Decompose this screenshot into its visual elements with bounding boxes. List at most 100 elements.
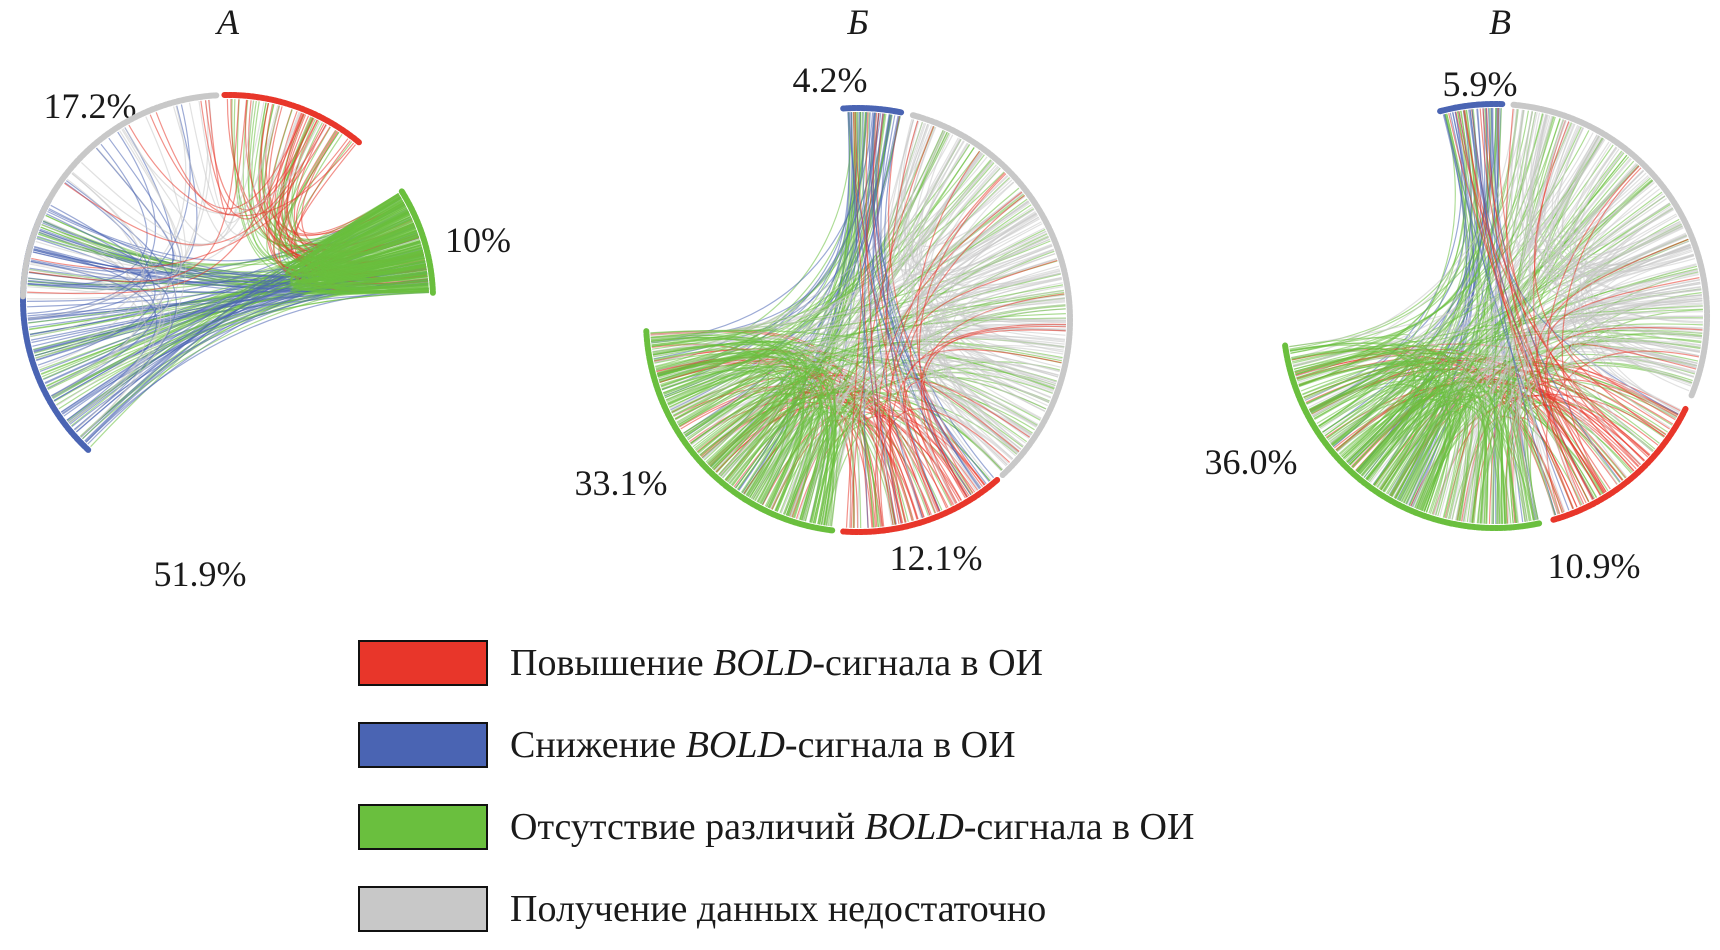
legend-swatch-insufficient xyxy=(358,886,488,932)
chord-link xyxy=(897,130,1040,276)
panel-title: Б xyxy=(846,2,868,42)
chord-link xyxy=(1534,124,1683,275)
chord-link xyxy=(1565,317,1704,377)
chord-link xyxy=(124,100,254,243)
chord-link xyxy=(1471,109,1557,516)
chord-link xyxy=(925,299,1066,481)
segment-arc-increase xyxy=(1550,405,1689,523)
chord-link xyxy=(718,160,992,476)
chord-link xyxy=(1505,108,1611,490)
chord-link xyxy=(1293,340,1424,410)
chord-link xyxy=(27,182,149,320)
chord-link xyxy=(911,151,1008,466)
chord-link xyxy=(889,323,1067,525)
chord-link xyxy=(1507,109,1566,513)
chord-link xyxy=(912,353,1052,467)
segment-arc-no-difference xyxy=(398,188,436,296)
chord-link xyxy=(1401,388,1464,510)
chord-link xyxy=(650,329,762,350)
chord-link xyxy=(850,125,935,528)
chord-link xyxy=(1337,135,1600,453)
chord-link xyxy=(65,180,177,431)
chord-link xyxy=(871,112,981,489)
chord-link xyxy=(1569,195,1688,277)
chord-link xyxy=(28,99,240,283)
chord-link xyxy=(678,379,795,493)
legend-swatch-increase xyxy=(358,640,488,686)
chord-link xyxy=(655,350,822,518)
panel-v: В 5.9% 10.9% 36.0% xyxy=(1205,2,1711,586)
chord-link xyxy=(888,172,1006,524)
chord-link xyxy=(1459,146,1617,522)
chord-link xyxy=(880,408,1011,527)
chord-link xyxy=(1365,399,1461,518)
chord-link xyxy=(1295,349,1487,524)
chord-link xyxy=(304,280,429,294)
chord-link xyxy=(905,372,1050,516)
chord-link xyxy=(1367,398,1519,523)
chord-link xyxy=(920,140,1061,286)
chord-link xyxy=(1310,367,1423,465)
chord-link xyxy=(31,138,349,270)
chord-link xyxy=(1316,352,1443,446)
chord-link xyxy=(659,344,787,395)
chord-link xyxy=(1515,111,1599,247)
chord-link xyxy=(1295,107,1497,375)
chord-link xyxy=(1536,238,1689,504)
chord-link xyxy=(1521,114,1559,515)
chord-link xyxy=(920,238,1060,301)
chord-link xyxy=(1289,344,1417,483)
chord-link xyxy=(1592,243,1698,367)
chord-link xyxy=(1306,363,1419,451)
chord-link xyxy=(1486,108,1601,496)
panel-a: А 17.2% 10% 51.9% xyxy=(20,2,511,594)
chord-link xyxy=(1521,111,1647,251)
chord-link xyxy=(30,263,147,431)
chord-link xyxy=(877,113,953,506)
chord-link xyxy=(295,233,424,282)
chord-link xyxy=(885,120,919,523)
segment-arc-decrease xyxy=(840,104,906,116)
chord-link xyxy=(934,167,1055,391)
chord-link xyxy=(1587,347,1700,453)
chord-link xyxy=(1561,136,1655,236)
chord-link xyxy=(1526,125,1584,505)
chord-link xyxy=(33,246,156,397)
chord-link xyxy=(872,113,923,518)
chord-link xyxy=(911,131,1059,378)
chord-link xyxy=(1482,108,1640,467)
legend-swatch-decrease xyxy=(358,722,488,768)
chord-link xyxy=(1526,333,1703,520)
chord-link xyxy=(37,204,156,366)
segment-arc-decrease xyxy=(1437,100,1506,115)
panel-b: Б 4.2% 12.1% 33.1% xyxy=(575,2,1073,578)
chord-link xyxy=(1569,263,1702,338)
chord-link xyxy=(673,377,824,523)
chord-link xyxy=(71,172,163,438)
chord-link xyxy=(64,126,331,246)
chord-link xyxy=(932,192,1034,268)
chord-link xyxy=(718,147,975,476)
chord-link xyxy=(122,124,328,215)
chord-link xyxy=(651,336,833,525)
chord-link xyxy=(1544,326,1703,501)
chord-link xyxy=(38,230,161,424)
chord-link xyxy=(308,196,423,270)
chord-link xyxy=(1571,300,1703,465)
legend-swatch-no-difference xyxy=(358,804,488,850)
chord-link xyxy=(1572,185,1703,338)
legend-item-insufficient: Получение данных недостаточно xyxy=(358,868,1194,950)
chord-link xyxy=(30,260,158,421)
segment-arc-increase xyxy=(221,91,363,146)
chord-link xyxy=(887,115,985,486)
chord-link xyxy=(660,159,992,388)
chord-link xyxy=(920,166,1066,326)
chord-link xyxy=(962,278,1066,340)
chord-link xyxy=(1580,227,1703,305)
chord-link xyxy=(1546,157,1702,300)
legend-item-increase: Повышение BOLD-сигнала в ОИ xyxy=(358,622,1194,704)
chord-link xyxy=(328,276,429,294)
panel-title: А xyxy=(215,2,240,42)
chord-link xyxy=(915,152,1030,265)
chord-link xyxy=(1455,111,1645,462)
